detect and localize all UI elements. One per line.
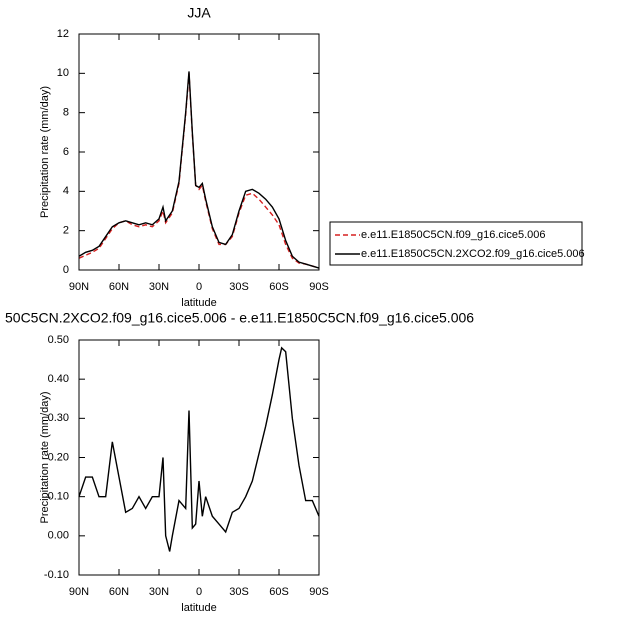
data-line — [78, 73, 320, 269]
x-tick-label: 30N — [149, 586, 169, 598]
x-tick-label: 90S — [309, 281, 329, 293]
x-tick-label: 60N — [109, 281, 129, 293]
y-tick-label: 10 — [57, 67, 69, 79]
y-tick-label: 6 — [63, 146, 69, 158]
y-tick-label: 0.40 — [48, 373, 69, 385]
y-tick-label: 12 — [57, 28, 69, 40]
x-tick-label: 90N — [69, 586, 89, 598]
x-tick-label: 30S — [229, 281, 249, 293]
x-tick-label: 0 — [196, 281, 202, 293]
chart-title: 50C5CN.2XCO2.f09_g16.cice5.006 - e.e11.E… — [5, 310, 474, 326]
legend-box — [329, 221, 583, 266]
plot-frame — [78, 33, 320, 271]
y-axis-label: Precipitation rate (mm/day) — [39, 391, 51, 523]
x-tick-label: 0 — [196, 586, 202, 598]
y-tick-label: 0.30 — [48, 412, 69, 424]
data-line — [78, 71, 320, 269]
y-tick-label: 4 — [63, 185, 69, 197]
y-tick-label: -0.10 — [44, 569, 69, 581]
x-axis-label: latitude — [181, 602, 216, 614]
y-tick-label: 0.00 — [48, 530, 69, 542]
y-tick-label: 0.10 — [48, 491, 69, 503]
x-tick-label: 60N — [109, 586, 129, 598]
x-axis-label: latitude — [181, 297, 216, 309]
y-tick-label: 8 — [63, 107, 69, 119]
data-line — [78, 346, 320, 552]
legend-label: e.e11.E1850C5CN.f09_g16.cice5.006 — [361, 229, 546, 241]
x-tick-label: 30N — [149, 281, 169, 293]
x-tick-label: 90N — [69, 281, 89, 293]
x-tick-label: 90S — [309, 586, 329, 598]
x-tick-label: 60S — [269, 281, 289, 293]
plot-frame — [78, 339, 320, 576]
legend-label: e.e11.E1850C5CN.2XCO2.f09_g16.cice5.006 — [361, 248, 585, 260]
y-tick-label: 2 — [63, 225, 69, 237]
chart-title: JJA — [187, 5, 211, 21]
x-tick-label: 30S — [229, 586, 249, 598]
y-axis-label: Precipitation rate (mm/day) — [39, 86, 51, 218]
y-tick-label: 0.20 — [48, 451, 69, 463]
y-tick-label: 0.50 — [48, 334, 69, 346]
y-tick-label: 0 — [63, 264, 69, 276]
x-tick-label: 60S — [269, 586, 289, 598]
